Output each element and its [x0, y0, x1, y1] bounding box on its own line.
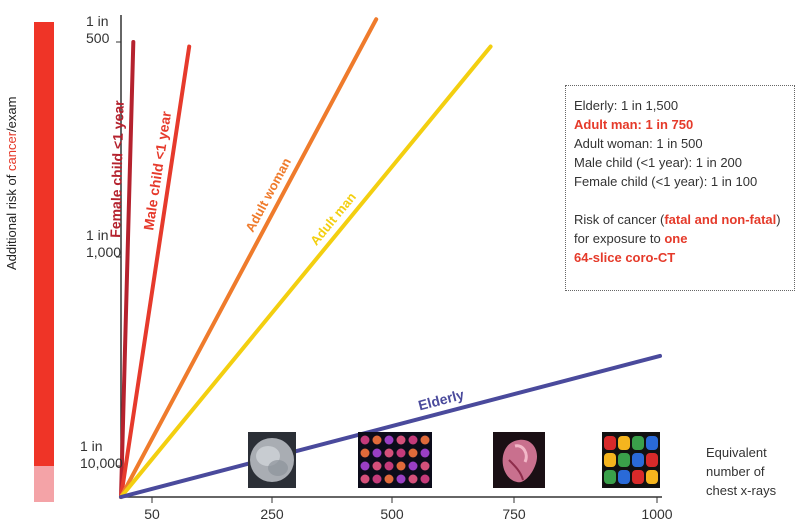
info-adult-man: Adult man: 1 in 750 — [574, 117, 694, 132]
perfusion-slice — [384, 435, 394, 445]
chest-xray-thumbnail — [248, 432, 296, 488]
perfusion-slice — [384, 461, 394, 471]
y-tick-500-line2: 500 — [86, 30, 110, 46]
colormap-cell — [646, 436, 658, 450]
x-tick-marks — [151, 497, 658, 503]
y-label-suffix: /exam — [4, 96, 19, 132]
perfusion-slice — [360, 435, 370, 445]
info-adult-woman: Adult woman: 1 in 500 — [574, 136, 703, 151]
perfusion-slice — [396, 448, 406, 458]
perfusion-slice-grid — [360, 435, 430, 484]
perfusion-slice — [372, 435, 382, 445]
info-exposure-ct: 64-slice coro-CT — [574, 250, 676, 265]
series-line-female-child-1-year — [119, 40, 136, 499]
colormap-cell — [618, 470, 630, 484]
x-tick-label-1000: 1000 — [641, 506, 673, 522]
y-tick-500-line1: 1 in — [86, 13, 109, 29]
y-label-highlight: cancer — [4, 131, 19, 171]
colormap-cell — [618, 436, 630, 450]
x-label-line1: Equivalent — [706, 445, 767, 460]
y-tick-label-10000: 1 in 10,000 — [80, 438, 123, 472]
series-line-adult-woman — [119, 17, 379, 499]
info-exposure-prefix: for exposure to — [574, 231, 665, 246]
series-lines — [119, 17, 662, 499]
perfusion-slice — [384, 474, 394, 484]
risk-bar-main — [34, 22, 54, 466]
info-risk-suffix: ) — [776, 212, 781, 227]
x-axis-label: Equivalent number of chest x-rays — [706, 443, 776, 500]
perfusion-slice — [384, 448, 394, 458]
perfusion-slice — [420, 474, 430, 484]
perfusion-slice — [372, 461, 382, 471]
colormap-cell — [604, 470, 616, 484]
perfusion-slice — [420, 435, 430, 445]
y-tick-1000-line2: 1,000 — [86, 244, 122, 260]
series-labels: Female child <1 year Male child <1 year Ad… — [107, 100, 466, 414]
perfusion-slice — [372, 474, 382, 484]
y-label-prefix: Additional risk of — [4, 171, 19, 270]
info-elderly: Elderly: 1 in 1,500 — [574, 98, 679, 113]
colormap-cell — [604, 453, 616, 467]
info-exposure-highlight: one — [664, 231, 688, 246]
colormap-cell — [618, 453, 630, 467]
colormap-cell — [646, 470, 658, 484]
perfusion-slice — [360, 474, 370, 484]
perfusion-slice — [396, 435, 406, 445]
perfusion-slice — [408, 448, 418, 458]
info-male-child: Male child (<1 year): 1 in 200 — [574, 155, 743, 170]
perfusion-slice — [408, 474, 418, 484]
series-line-male-child-1-year — [119, 44, 192, 499]
x-label-line3: chest x-rays — [706, 483, 777, 498]
perfusion-slice — [396, 461, 406, 471]
info-risk-line: Risk of cancer (fatal and non-fatal) — [574, 210, 794, 229]
y-tick-1000-line1: 1 in — [86, 227, 109, 243]
risk-bar-low — [34, 466, 54, 502]
cardiac-perfusion-slices-thumbnail — [358, 432, 432, 488]
series-line-elderly — [119, 353, 662, 499]
x-tick-label-500: 500 — [380, 506, 404, 522]
y-axis-label: Additional risk of cancer/exam — [4, 97, 19, 270]
colormap-cell — [632, 470, 644, 484]
x-tick-label-50: 50 — [144, 506, 160, 522]
perfusion-slice — [408, 461, 418, 471]
colormap-cell — [646, 453, 658, 467]
x-tick-label-750: 750 — [502, 506, 526, 522]
x-tick-label-250: 250 — [260, 506, 284, 522]
3d-heart-render-thumbnail — [493, 432, 545, 488]
series-line-adult-man — [119, 44, 493, 499]
colormap-cell — [632, 436, 644, 450]
series-label-female-child-1-year: Female child <1 year — [107, 100, 127, 238]
y-tick-label-500: 1 in 500 — [86, 13, 109, 47]
perfusion-slice — [408, 435, 418, 445]
y-tick-10000-line2: 10,000 — [80, 455, 123, 471]
colormap-cell — [604, 436, 616, 450]
y-tick-label-1000: 1 in 1,000 — [86, 227, 121, 261]
y-tick-10000-line1: 1 in — [80, 438, 103, 454]
perfusion-slice — [360, 461, 370, 471]
info-female-child: Female child (<1 year): 1 in 100 — [574, 174, 758, 189]
colormap-grid — [604, 436, 658, 484]
perfusion-colormap-thumbnail — [602, 432, 660, 488]
colormap-cell — [632, 453, 644, 467]
perfusion-slice — [420, 448, 430, 458]
info-gap — [574, 191, 794, 210]
perfusion-slice — [420, 461, 430, 471]
perfusion-slice — [396, 474, 406, 484]
perfusion-slice — [360, 448, 370, 458]
info-risk-highlight: fatal and non-fatal — [664, 212, 777, 227]
info-exposure-line: for exposure to one — [574, 229, 794, 248]
perfusion-slice — [372, 448, 382, 458]
info-risk-prefix: Risk of cancer ( — [574, 212, 665, 227]
risk-info-box: Elderly: 1 in 1,500 Adult man: 1 in 750 … — [565, 85, 795, 291]
x-label-line2: number of — [706, 464, 765, 479]
